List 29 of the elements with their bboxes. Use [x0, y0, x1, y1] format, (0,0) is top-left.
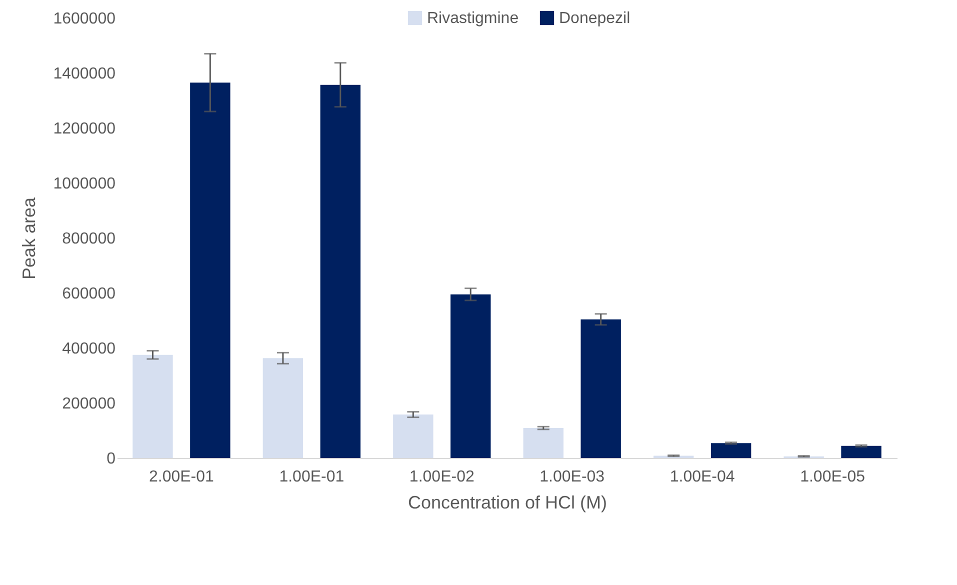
- x-tick-label: 1.00E-05: [800, 468, 866, 486]
- bar: [523, 428, 564, 458]
- x-tick-label: 2.00E-01: [148, 468, 214, 486]
- legend-label: Rivastigmine: [427, 10, 519, 27]
- bar: [450, 294, 491, 458]
- y-tick-label: 400000: [62, 340, 116, 358]
- x-tick-label: 1.00E-01: [279, 468, 344, 486]
- y-tick-label: 1200000: [53, 120, 116, 138]
- x-axis-title: Concentration of HCl (M): [408, 492, 608, 512]
- y-axis-title: Peak area: [19, 196, 40, 280]
- bar: [132, 354, 173, 458]
- y-tick-label: 800000: [62, 230, 116, 248]
- bar: [393, 414, 434, 458]
- bar: [580, 319, 621, 458]
- bar: [841, 446, 882, 458]
- y-tick-label: 1600000: [53, 10, 116, 28]
- legend-label: Donepezil: [559, 10, 630, 27]
- bar: [710, 443, 752, 458]
- y-tick-label: 1400000: [53, 66, 116, 82]
- y-tick-label: 1000000: [53, 176, 116, 192]
- bar: [262, 358, 304, 458]
- x-tick-label: 1.00E-02: [409, 468, 474, 486]
- bar: [190, 82, 230, 458]
- y-tick-label: 0: [106, 450, 116, 468]
- x-tick-label: 1.00E-03: [540, 468, 605, 486]
- y-tick-label: 600000: [62, 286, 116, 302]
- x-tick-label: 1.00E-04: [670, 468, 735, 486]
- bar: [320, 84, 361, 458]
- y-tick-label: 200000: [62, 396, 116, 412]
